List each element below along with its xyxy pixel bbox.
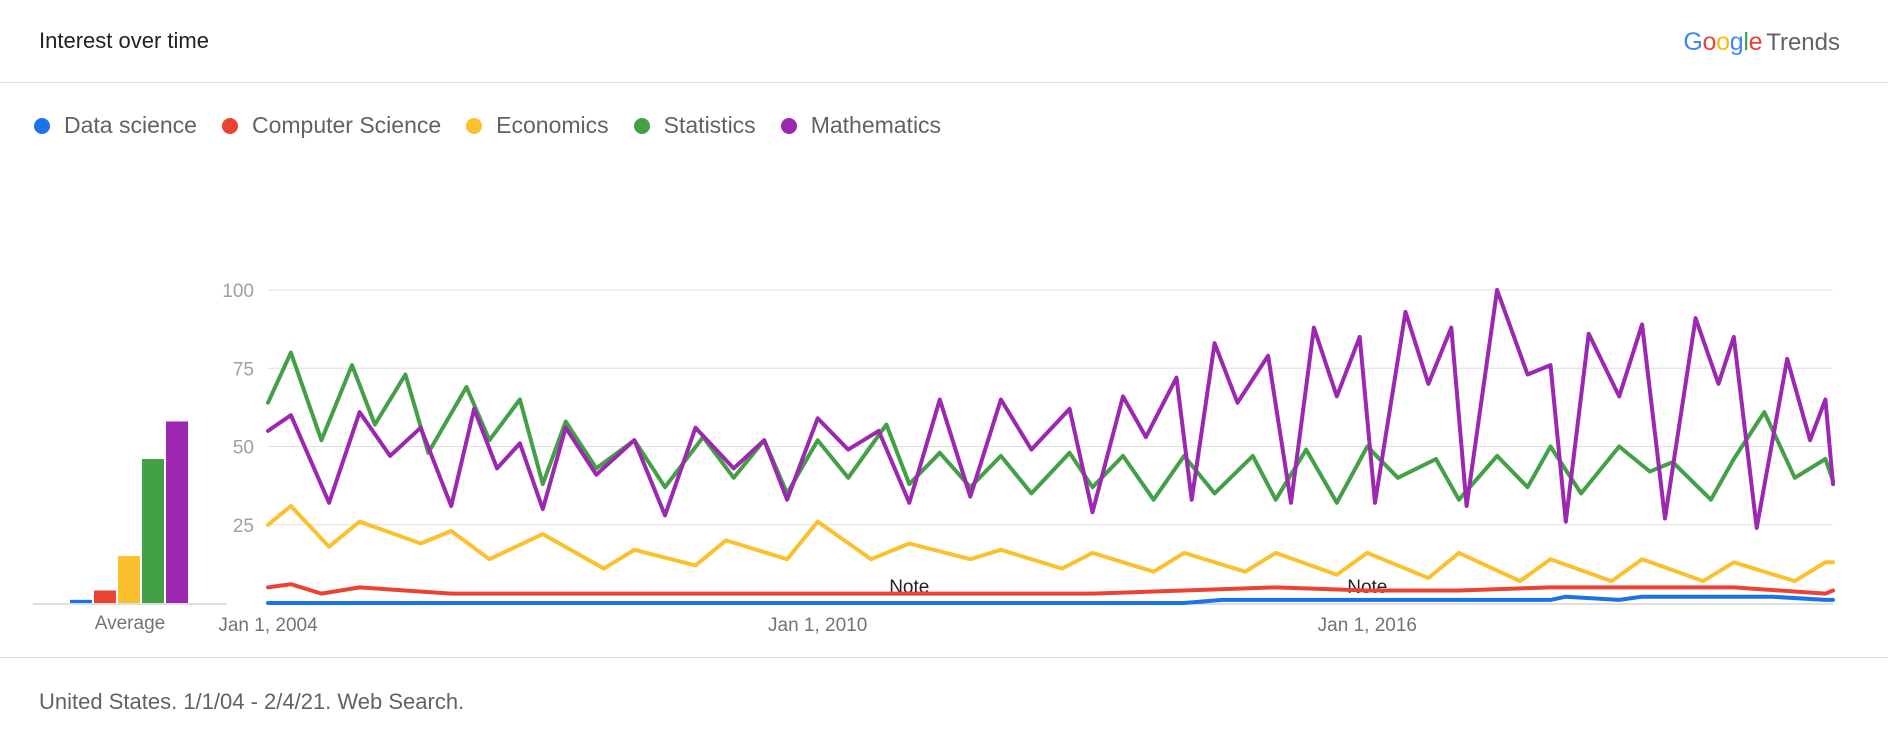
chart-title: Interest over time	[39, 28, 209, 53]
legend-item[interactable]: Mathematics	[780, 112, 942, 139]
logo-letter: G	[1683, 28, 1703, 56]
legend-label: Economics	[496, 112, 609, 138]
series-line	[266, 582, 1835, 596]
footer: United States. 1/1/04 - 2/4/21. Web Sear…	[0, 657, 1888, 733]
y-tick-label: 50	[233, 438, 254, 459]
legend-dot-icon	[633, 117, 650, 134]
series-line	[266, 288, 1835, 530]
logo-letter: o	[1716, 28, 1730, 56]
google-wordmark: Google	[1683, 28, 1762, 56]
average-bar	[94, 590, 116, 603]
average-label: Average	[95, 613, 165, 634]
legend-item[interactable]: Statistics	[633, 112, 756, 139]
google-trends-logo[interactable]: Google Trends	[1683, 28, 1840, 57]
x-tick-label: Jan 1, 2010	[768, 615, 867, 636]
header: Interest over time Google Trends	[0, 0, 1888, 83]
average-bar	[166, 421, 188, 603]
legend-item[interactable]: Data science	[34, 112, 197, 139]
x-tick-label: Jan 1, 2016	[1318, 615, 1417, 636]
legend-label: Computer Science	[251, 112, 442, 138]
logo-letter: o	[1702, 28, 1717, 56]
legend-label: Mathematics	[810, 112, 942, 138]
y-tick-label: 25	[233, 516, 254, 537]
y-tick-label: 100	[222, 281, 254, 302]
legend-dot-icon	[221, 117, 238, 134]
legend-dot-icon	[466, 117, 483, 134]
average-bar	[142, 459, 164, 603]
interest-over-time-chart: 25 50 75 100 Jan 1, 2004 Jan 1, 2010 Jan 1, 20…	[33, 281, 1835, 636]
x-tick-label: Jan 1, 2004	[218, 615, 318, 636]
trends-wordmark: Trends	[1766, 29, 1840, 56]
average-bar	[70, 599, 92, 603]
logo-letter: g	[1729, 28, 1744, 56]
series-line	[266, 594, 1835, 605]
legend-label: Data science	[64, 112, 197, 138]
legend-dot-icon	[34, 117, 50, 134]
logo-letter: e	[1748, 28, 1763, 56]
legend-item[interactable]: Computer Science	[221, 112, 442, 139]
legend-item[interactable]: Economics	[466, 112, 609, 139]
legend-label: Statistics	[663, 112, 756, 138]
legend-dot-icon	[780, 117, 797, 134]
note-annotation: Note	[1347, 577, 1387, 598]
chart-legend: Data science Computer Science Economics Sta…	[34, 112, 966, 139]
footer-info: United States. 1/1/04 - 2/4/21. Web Sear…	[39, 689, 465, 714]
logo-letter: l	[1743, 28, 1749, 56]
y-tick-label: 75	[233, 359, 254, 380]
series-line	[266, 504, 1835, 584]
series-line	[266, 350, 1835, 505]
average-bar	[118, 556, 140, 603]
